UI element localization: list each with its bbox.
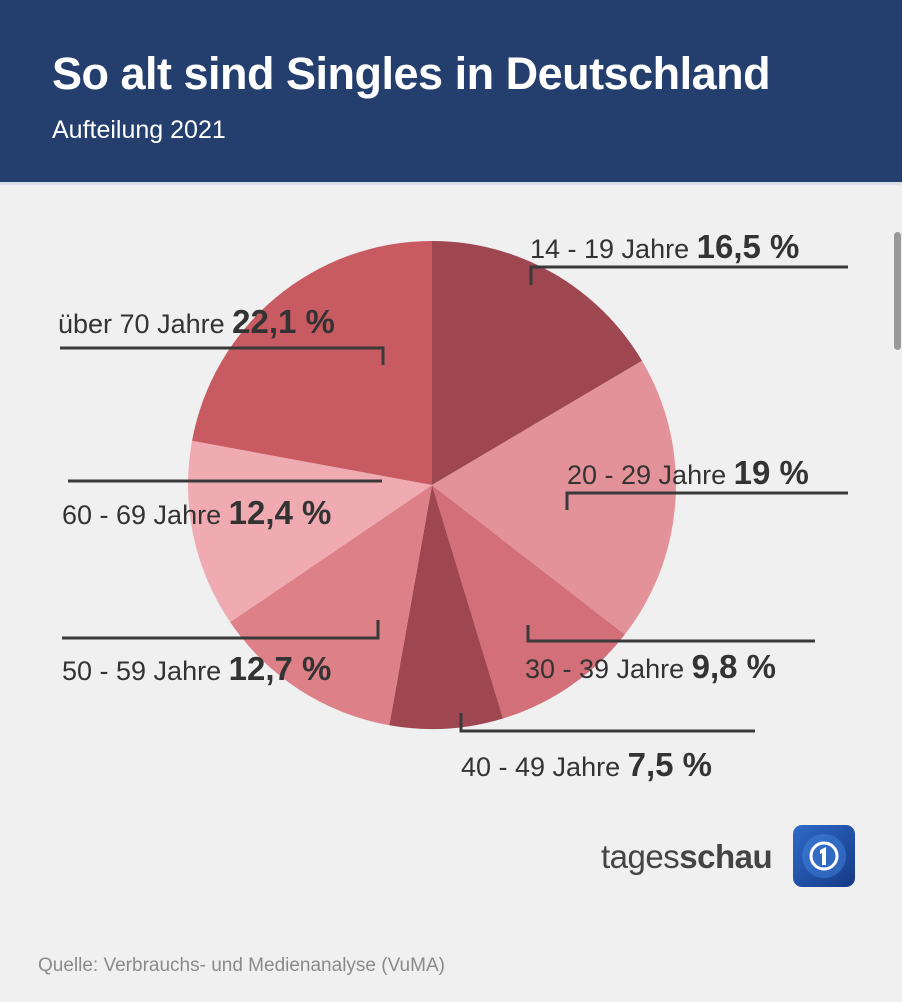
slice-label-5: 60 - 69 Jahre 12,4 % — [62, 494, 331, 531]
tagesschau-wordmark: tagesschau — [601, 838, 773, 876]
source-note: Quelle: Verbrauchs- und Medienanalyse (V… — [38, 955, 445, 976]
chart-subtitle: Aufteilung 2021 — [52, 116, 226, 144]
slice-value-label: 9,8 % — [692, 648, 776, 685]
pie-slice-5 — [188, 440, 432, 623]
pie-slice-0 — [432, 241, 643, 485]
slice-value-label: 22,1 % — [232, 303, 335, 340]
pie-slice-1 — [432, 360, 676, 635]
leader-line-1 — [565, 491, 848, 510]
slice-category-label: 50 - 59 Jahre — [62, 656, 229, 686]
leader-line-0 — [529, 265, 848, 285]
slice-category-label: über 70 Jahre — [58, 309, 232, 339]
slice-value-label: 19 % — [734, 454, 809, 491]
scrollbar[interactable] — [894, 232, 901, 350]
pie-slice-3 — [389, 485, 504, 729]
leader-line-6 — [60, 346, 385, 365]
slice-label-2: 30 - 39 Jahre 9,8 % — [525, 648, 776, 685]
leader-line-3 — [459, 713, 755, 733]
slice-label-0: 14 - 19 Jahre 16,5 % — [530, 228, 799, 265]
pie-slice-6 — [192, 241, 432, 485]
slice-value-label: 12,4 % — [229, 494, 332, 531]
slice-category-label: 20 - 29 Jahre — [567, 460, 734, 490]
pie-slice-4 — [230, 485, 432, 726]
slice-label-3: 40 - 49 Jahre 7,5 % — [461, 746, 712, 783]
slice-value-label: 12,7 % — [229, 650, 332, 687]
tagesschau-logo-icon — [793, 825, 855, 887]
pie-slice-2 — [432, 485, 625, 719]
leader-line-4 — [62, 620, 380, 640]
brand-bold: schau — [679, 838, 773, 875]
slice-category-label: 40 - 49 Jahre — [461, 752, 628, 782]
slice-category-label: 60 - 69 Jahre — [62, 500, 229, 530]
slice-category-label: 14 - 19 Jahre — [530, 234, 697, 264]
header-banner: So alt sind Singles in Deutschland Aufte… — [0, 0, 902, 182]
slice-value-label: 7,5 % — [628, 746, 712, 783]
slice-label-1: 20 - 29 Jahre 19 % — [567, 454, 809, 491]
slice-category-label: 30 - 39 Jahre — [525, 654, 692, 684]
slice-label-6: über 70 Jahre 22,1 % — [58, 303, 335, 340]
slice-value-label: 16,5 % — [697, 228, 800, 265]
brand-light: tages — [601, 838, 680, 875]
slice-label-4: 50 - 59 Jahre 12,7 % — [62, 650, 331, 687]
chart-title: So alt sind Singles in Deutschland — [52, 48, 771, 99]
header-divider — [0, 182, 902, 185]
leader-line-2 — [526, 625, 815, 643]
